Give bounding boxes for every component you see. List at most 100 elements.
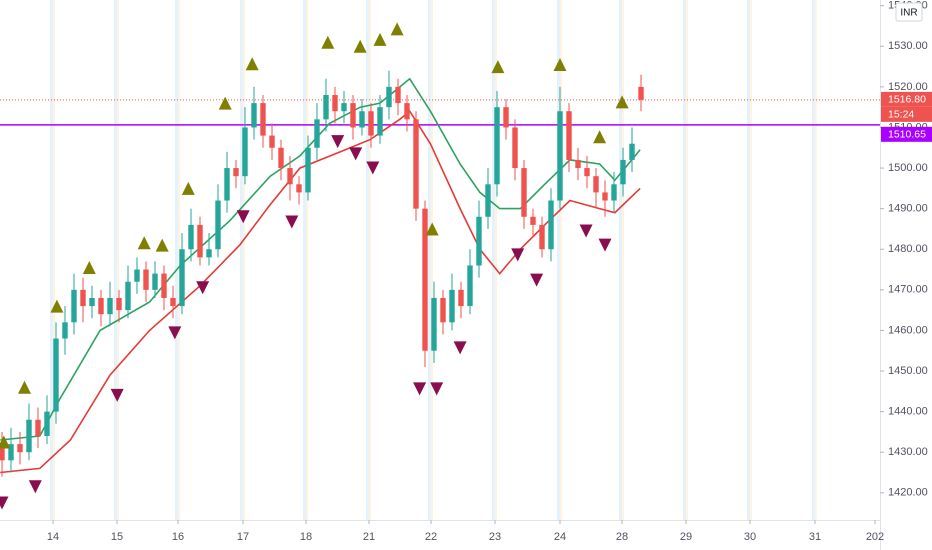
- currency: INR: [900, 8, 917, 19]
- y-tick-label: 1470.00: [888, 284, 928, 296]
- candle-body: [233, 168, 239, 177]
- session-stripe: [749, 0, 752, 520]
- signal-marker: [511, 248, 525, 262]
- y-tick-label: 1460.00: [888, 324, 928, 336]
- candle-body: [323, 94, 329, 120]
- candle-body: [269, 135, 275, 148]
- candle-body: [251, 103, 257, 128]
- currency-box: [895, 2, 923, 22]
- candle-body: [116, 297, 122, 311]
- x-tick-label: 23: [489, 531, 501, 543]
- candle-body: [530, 216, 536, 225]
- session-stripe: [303, 0, 307, 520]
- session-stripe: [428, 0, 432, 520]
- session-stripe: [178, 0, 181, 520]
- signal-marker: [0, 496, 9, 510]
- candle-body: [305, 147, 311, 193]
- candle-body: [467, 265, 473, 307]
- x-tick-label: 15: [111, 531, 123, 543]
- candle-body: [620, 159, 626, 185]
- candle-body: [0, 444, 5, 461]
- y-tick-label: 1490.00: [888, 203, 928, 215]
- session-stripe: [746, 0, 750, 520]
- x-tick-label: 18: [300, 531, 312, 543]
- countdown-label: 15:24: [888, 109, 914, 121]
- candle-body: [449, 289, 455, 323]
- candle-body: [593, 176, 599, 193]
- signal-marker: [491, 60, 505, 74]
- candle-body: [341, 103, 347, 112]
- candle-body: [8, 444, 14, 461]
- signal-marker: [110, 388, 124, 402]
- session-stripe: [685, 0, 688, 520]
- candle-body: [314, 119, 320, 148]
- signal-marker: [453, 341, 467, 355]
- signal-marker: [82, 261, 96, 275]
- candle-body: [629, 143, 635, 160]
- candle-body: [35, 419, 41, 436]
- candle-body: [431, 297, 437, 351]
- signal-marker: [321, 35, 335, 49]
- candle-body: [260, 103, 266, 136]
- session-stripes: [50, 0, 817, 520]
- session-stripe: [306, 0, 309, 520]
- candle-body: [224, 168, 230, 201]
- candle-body: [458, 289, 464, 307]
- signal-marker: [366, 161, 380, 175]
- signal-marker: [285, 215, 299, 229]
- session-stripe: [175, 0, 179, 520]
- signal-marker: [168, 326, 182, 340]
- session-stripe: [53, 0, 56, 520]
- countdown-tag: [881, 106, 932, 122]
- candle-body: [206, 249, 212, 258]
- y-tick-label: 1440.00: [888, 406, 928, 418]
- candle-body: [71, 289, 77, 323]
- last-price-label: 1516.80: [888, 94, 926, 106]
- candle-body: [179, 249, 185, 307]
- signal-marker: [137, 236, 151, 250]
- session-stripe: [366, 0, 370, 520]
- y-tick-label: 1530.00: [888, 40, 928, 52]
- signal-marker: [553, 58, 567, 72]
- session-stripe: [50, 0, 54, 520]
- candle-body: [584, 168, 590, 177]
- candle-body: [440, 297, 446, 323]
- candle-body: [107, 297, 113, 315]
- candle-body: [332, 94, 338, 112]
- signal-marker: [155, 238, 169, 252]
- session-stripe: [559, 0, 562, 520]
- candle-body: [368, 111, 374, 136]
- candle-body: [557, 111, 563, 201]
- signal-marker: [390, 22, 404, 36]
- axes: 1420.00 1430.00 1440.00 1450.00 1460.00 1470.…: [47, 0, 932, 543]
- candle-body: [395, 86, 401, 104]
- x-tick-label: 14: [47, 531, 59, 543]
- signal-marker: [28, 480, 42, 494]
- candle-body: [539, 224, 545, 250]
- x-tick-label: 29: [680, 531, 692, 543]
- session-stripe: [556, 0, 560, 520]
- signal-marker: [598, 238, 612, 252]
- session-stripe: [243, 0, 246, 520]
- candle-body: [638, 86, 644, 100]
- signal-marker: [236, 210, 250, 224]
- x-tick-label: 31: [809, 531, 821, 543]
- signal-marker: [579, 224, 593, 238]
- candle-body: [296, 184, 302, 193]
- candle-body: [494, 107, 500, 185]
- session-stripe: [811, 0, 815, 520]
- signal-marker: [530, 273, 544, 287]
- candle-body: [170, 297, 176, 307]
- candle-body: [197, 224, 203, 258]
- signal-marker: [218, 96, 232, 110]
- hline-tag: [881, 126, 932, 142]
- candle-body: [566, 111, 572, 160]
- candle-body: [422, 208, 428, 351]
- session-stripe: [495, 0, 498, 520]
- signal-marker: [593, 130, 607, 144]
- signal-marker: [0, 435, 11, 449]
- signal-marker: [430, 382, 444, 396]
